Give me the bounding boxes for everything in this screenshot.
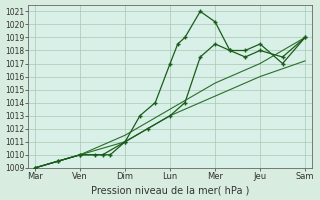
X-axis label: Pression niveau de la mer( hPa ): Pression niveau de la mer( hPa ) — [91, 185, 249, 195]
